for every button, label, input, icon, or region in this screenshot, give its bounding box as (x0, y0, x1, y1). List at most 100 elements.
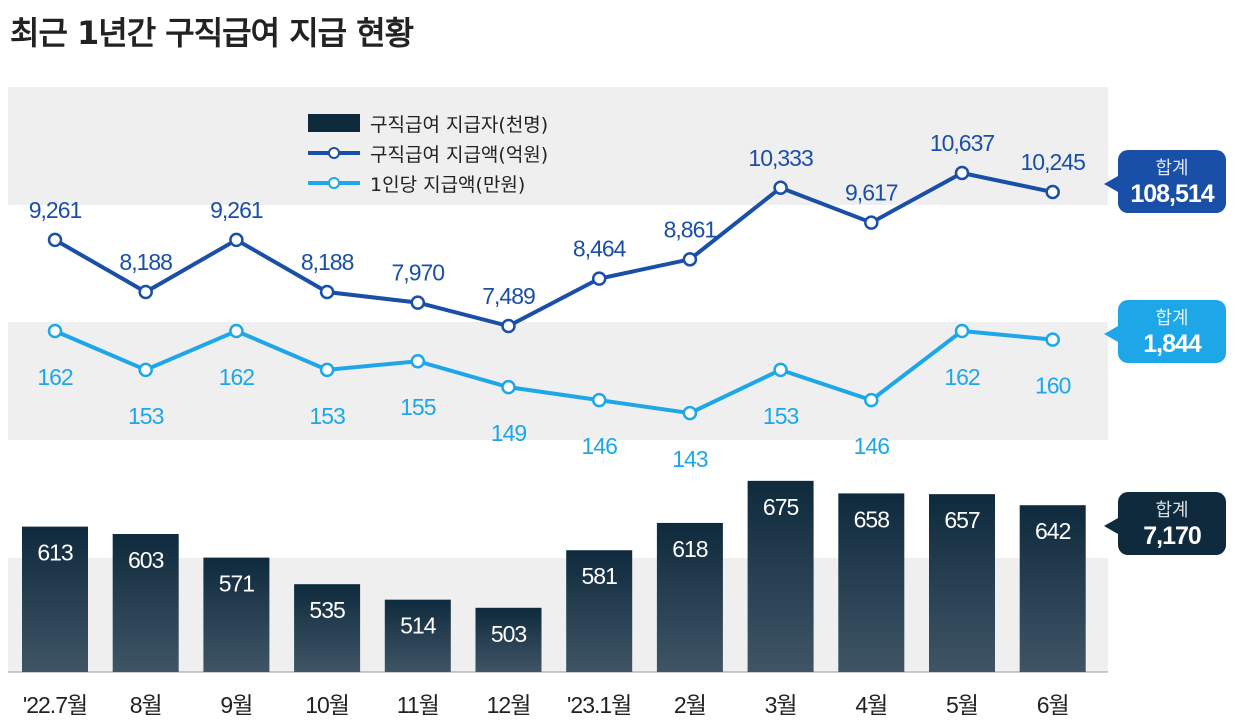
per-person-point (1045, 332, 1060, 347)
bar (838, 493, 905, 672)
bar (1019, 505, 1086, 672)
x-tick-label: 8월 (130, 692, 162, 718)
bar-label: 603 (128, 547, 164, 573)
callout-value: 108,514 (1130, 180, 1214, 208)
amount-point (682, 252, 698, 267)
amount-data-label: 10,245 (1021, 149, 1086, 175)
per-person-point (410, 353, 426, 369)
bar-label: 618 (672, 536, 708, 562)
per-person-data-label: 153 (309, 403, 345, 429)
bar (112, 533, 179, 672)
bar-label: 503 (491, 621, 527, 647)
callout-label: 합계 (1155, 158, 1189, 179)
amount-point (864, 215, 879, 230)
per-person-data-label: 160 (1035, 373, 1071, 399)
bar (384, 599, 451, 672)
per-person-point (319, 362, 335, 378)
per-person-point (229, 323, 244, 339)
bar (22, 526, 88, 672)
bar-label: 658 (854, 506, 890, 532)
x-tick-label: '22.7월 (23, 692, 87, 718)
per-person-data-label: 162 (37, 364, 73, 390)
callout-label: 합계 (1155, 308, 1189, 329)
background-band (8, 322, 1108, 440)
legend-label: 1인당 지급액(만원) (370, 173, 526, 196)
callout-label: 합계 (1155, 500, 1189, 521)
per-person-point (47, 323, 63, 339)
per-person-data-label: 153 (128, 403, 164, 429)
amount-point (138, 284, 153, 300)
legend-label: 구직급여 지급액(억원) (370, 143, 549, 166)
amount-data-label: 7,489 (482, 283, 535, 309)
amount-point (954, 165, 970, 181)
amount-point (410, 295, 426, 310)
bar-label: 514 (400, 613, 437, 639)
bar-label: 657 (944, 507, 980, 533)
callout-value: 7,170 (1143, 522, 1202, 550)
per-person-data-label: 155 (400, 394, 436, 420)
x-tick-label: 4월 (855, 692, 887, 718)
per-person-data-label: 146 (582, 433, 618, 459)
amount-point (1045, 184, 1060, 200)
per-person-point (138, 362, 153, 378)
per-person-data-label: 162 (219, 364, 255, 390)
per-person-data-label: 143 (672, 446, 708, 472)
total-callout-per-person: 합계 1,844 (1104, 300, 1226, 363)
legend-swatch-bar (308, 114, 360, 132)
bar-label: 642 (1035, 518, 1071, 544)
bar-label: 613 (37, 540, 73, 566)
amount-data-label: 9,261 (210, 197, 263, 223)
per-person-point (954, 323, 970, 339)
per-person-point (591, 392, 607, 408)
bar (929, 494, 995, 672)
legend-item-bar: 구직급여 지급자(천명) (308, 108, 548, 138)
legend: 구직급여 지급자(천명) 구직급여 지급액(억원) 1인당 지급액(만원) (308, 108, 548, 198)
per-person-data-label: 146 (854, 433, 890, 459)
x-tick-label: 11월 (397, 692, 439, 718)
x-tick-label: 3월 (765, 692, 797, 718)
amount-line (54, 170, 1054, 329)
bar-label: 535 (309, 597, 345, 623)
amount-data-label: 7,970 (392, 260, 445, 286)
bar-label: 675 (763, 494, 799, 520)
chart-title: 최근 1년간 구직급여 지급 현황 (10, 14, 414, 52)
background-band (8, 558, 1108, 672)
bar-label: 571 (219, 571, 255, 597)
bar-label: 581 (582, 563, 618, 589)
bar (566, 550, 633, 672)
amount-point (319, 284, 335, 300)
per-person-point (773, 362, 788, 378)
amount-data-label: 8,861 (664, 216, 717, 242)
bar (475, 607, 542, 672)
total-callout-amount: 합계 108,514 (1104, 150, 1226, 213)
amount-data-label: 8,188 (301, 249, 354, 275)
per-person-data-label: 149 (491, 420, 527, 446)
amount-data-label: 9,261 (29, 197, 82, 223)
per-person-point (864, 392, 879, 408)
legend-item-amount: 구직급여 지급액(억원) (308, 138, 548, 168)
per-person-line (54, 328, 1053, 416)
amount-data-label: 8,464 (573, 236, 627, 262)
x-tick-label: 9월 (220, 692, 252, 718)
per-person-data-label: 162 (944, 364, 980, 390)
amount-data-label: 9,617 (845, 180, 898, 206)
amount-point (591, 271, 607, 286)
amount-point (501, 318, 516, 334)
bar (747, 480, 814, 672)
amount-point (47, 232, 63, 248)
bar (294, 584, 361, 672)
x-tick-label: '23.1월 (567, 692, 631, 718)
x-tick-label: 10월 (305, 692, 349, 718)
legend-swatch-amount (308, 147, 360, 159)
legend-item-per-person: 1인당 지급액(만원) (308, 168, 548, 198)
callout-value: 1,844 (1143, 330, 1202, 358)
x-tick-label: 6월 (1037, 692, 1069, 718)
amount-point (773, 180, 788, 196)
per-person-point (501, 379, 516, 395)
legend-label: 구직급여 지급자(천명) (370, 113, 549, 136)
amount-point (229, 232, 244, 248)
amount-data-label: 10,637 (930, 130, 995, 156)
bar (656, 522, 723, 672)
